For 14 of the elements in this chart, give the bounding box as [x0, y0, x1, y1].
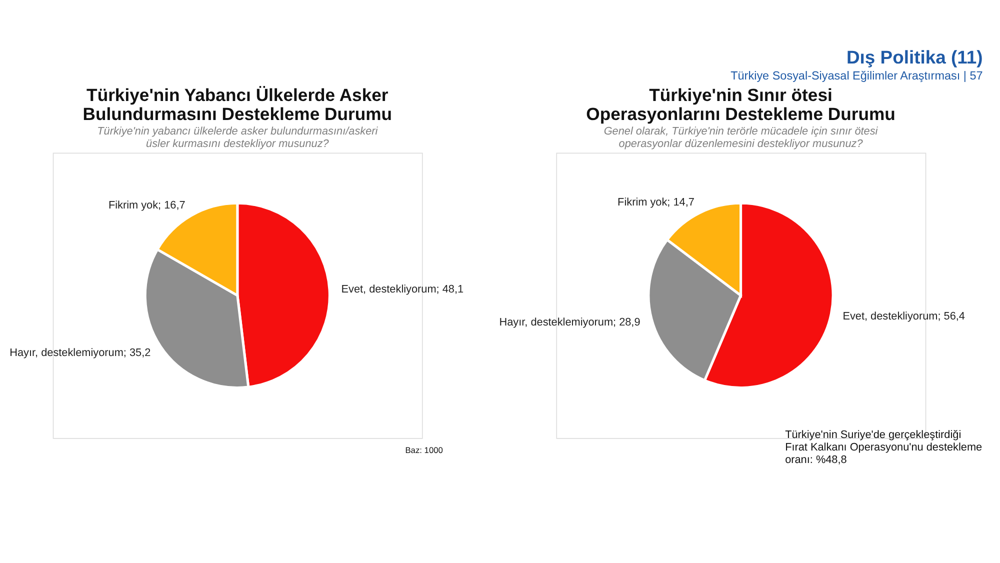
text: Türkiye Sosyal-Siyasal Eğilimler Araştırması | 57	[730, 69, 983, 82]
text: Dış Politika (11)	[846, 46, 983, 68]
text: Türkiye'nin Suriye'de gerçekleştirdiği Fırat Kalkanı Operasyonu'nu destekleme oranı: %48,8	[785, 429, 982, 466]
chart-title: Türkiye'nin Yabancı Ülkelerde Asker Bulundurmasını Destekleme Durumu	[82, 84, 392, 124]
chart-title: Türkiye'nin Sınır ötesi Operasyonlarını Destekleme Durumu	[586, 84, 896, 124]
slice-label: Fikrim yok; 14,7	[618, 196, 694, 209]
chart-subtitle: Genel olarak, Türkiye'nin terörle mücadele için sınır ötesi operasyonlar düzenlemesini destekliyor musunuz?	[604, 125, 878, 150]
chart-subtitle: Türkiye'nin yabancı ülkelerde asker bulundurmasını/askeri üsler kurmasını destekliyor musunuz?	[97, 125, 378, 150]
slice-label: Evet, destekliyorum; 56,4	[842, 310, 965, 323]
text: Baz: 1000	[405, 445, 444, 456]
slice-label: Evet, destekliyorum; 48,1	[341, 284, 464, 296]
slice-label: Fikrim yok; 16,7	[108, 200, 186, 212]
slice-label: Hayır, desteklemiyorum; 28,9	[499, 316, 640, 329]
slice-label: Hayır, desteklemiyorum; 35,2	[10, 347, 151, 360]
